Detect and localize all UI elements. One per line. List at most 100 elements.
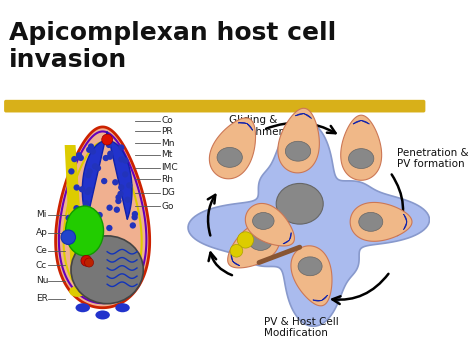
Ellipse shape: [285, 141, 310, 161]
Circle shape: [87, 187, 93, 193]
Circle shape: [65, 215, 72, 221]
Circle shape: [230, 245, 243, 257]
Ellipse shape: [253, 213, 274, 229]
Polygon shape: [210, 118, 255, 179]
Text: Go: Go: [162, 202, 174, 211]
Circle shape: [126, 182, 132, 189]
Circle shape: [130, 222, 136, 229]
Circle shape: [81, 255, 92, 266]
Circle shape: [76, 152, 82, 158]
Circle shape: [73, 184, 80, 191]
Circle shape: [118, 191, 124, 197]
Polygon shape: [64, 145, 84, 276]
Polygon shape: [313, 295, 328, 301]
Circle shape: [92, 163, 98, 169]
Circle shape: [115, 194, 122, 201]
Text: IMC: IMC: [162, 163, 178, 172]
Ellipse shape: [75, 303, 90, 312]
Circle shape: [118, 144, 125, 151]
Polygon shape: [246, 203, 294, 246]
Circle shape: [79, 186, 85, 192]
Ellipse shape: [217, 147, 242, 167]
Circle shape: [106, 142, 112, 148]
Circle shape: [124, 197, 131, 203]
Circle shape: [115, 198, 121, 204]
Text: Nu: Nu: [36, 276, 48, 285]
Polygon shape: [82, 131, 132, 219]
Circle shape: [106, 225, 112, 231]
Text: Ap: Ap: [36, 228, 47, 237]
Text: Gliding &
Attachment: Gliding & Attachment: [229, 115, 291, 137]
Circle shape: [88, 143, 94, 150]
Polygon shape: [403, 214, 407, 230]
Circle shape: [102, 134, 113, 145]
Circle shape: [96, 212, 103, 218]
Text: Mn: Mn: [162, 139, 175, 148]
Text: ER: ER: [36, 294, 47, 303]
Circle shape: [84, 189, 91, 195]
Ellipse shape: [87, 276, 100, 285]
Text: Penetration &
PV formation: Penetration & PV formation: [397, 148, 469, 169]
Circle shape: [67, 224, 74, 230]
Ellipse shape: [95, 311, 110, 320]
Circle shape: [95, 165, 101, 171]
Ellipse shape: [71, 236, 143, 304]
Circle shape: [107, 204, 113, 211]
Circle shape: [69, 219, 75, 226]
Circle shape: [85, 172, 91, 179]
Circle shape: [122, 158, 128, 164]
Polygon shape: [278, 108, 319, 173]
Polygon shape: [231, 254, 240, 266]
Circle shape: [131, 214, 138, 220]
Polygon shape: [283, 233, 291, 244]
Text: Ce: Ce: [36, 246, 47, 255]
Circle shape: [66, 229, 73, 236]
Text: PV & Host Cell
Modification: PV & Host Cell Modification: [264, 317, 338, 338]
Ellipse shape: [65, 206, 103, 256]
Circle shape: [78, 155, 84, 161]
Circle shape: [73, 205, 80, 211]
Circle shape: [86, 187, 92, 193]
Circle shape: [107, 153, 113, 160]
Text: Cc: Cc: [36, 261, 47, 270]
Circle shape: [86, 147, 92, 153]
Circle shape: [132, 211, 138, 217]
Text: Co: Co: [162, 116, 173, 125]
Circle shape: [118, 156, 125, 163]
Ellipse shape: [69, 286, 85, 297]
Circle shape: [112, 179, 118, 185]
Circle shape: [70, 228, 76, 234]
Polygon shape: [55, 127, 150, 308]
Ellipse shape: [298, 257, 322, 276]
Text: Mi: Mi: [36, 210, 46, 219]
Text: DG: DG: [162, 189, 175, 197]
Circle shape: [61, 230, 75, 245]
Circle shape: [118, 184, 124, 191]
Ellipse shape: [115, 303, 130, 312]
Circle shape: [237, 232, 254, 248]
Polygon shape: [341, 115, 382, 180]
Polygon shape: [350, 202, 412, 241]
Circle shape: [71, 156, 78, 162]
Circle shape: [103, 155, 109, 161]
Ellipse shape: [249, 233, 272, 250]
Polygon shape: [291, 246, 332, 306]
Circle shape: [101, 178, 108, 184]
Polygon shape: [295, 114, 311, 119]
Polygon shape: [238, 122, 253, 130]
Circle shape: [70, 231, 77, 237]
Polygon shape: [188, 121, 429, 326]
Circle shape: [68, 168, 74, 175]
Text: Rh: Rh: [162, 175, 173, 184]
Text: Apicomplexan host cell
invasion: Apicomplexan host cell invasion: [9, 21, 336, 72]
Circle shape: [90, 148, 96, 155]
Circle shape: [107, 151, 113, 157]
Ellipse shape: [359, 212, 383, 231]
Ellipse shape: [276, 184, 323, 224]
FancyBboxPatch shape: [4, 100, 425, 113]
Circle shape: [91, 228, 97, 234]
Ellipse shape: [348, 149, 374, 169]
Circle shape: [86, 168, 93, 175]
Text: Mt: Mt: [162, 151, 173, 159]
Circle shape: [114, 207, 120, 213]
